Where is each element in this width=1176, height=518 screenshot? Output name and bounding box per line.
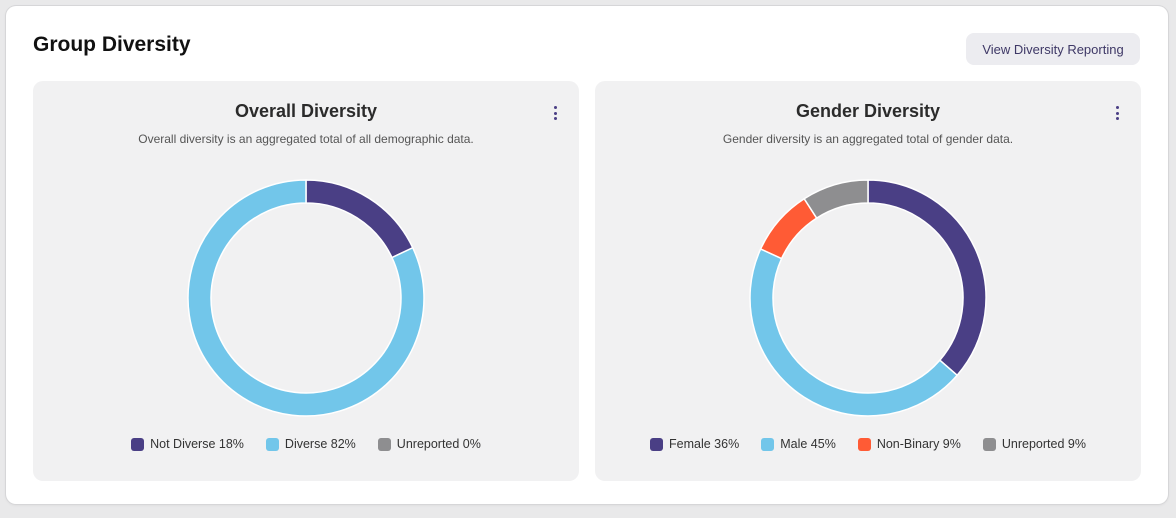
chart-subtitle: Gender diversity is an aggregated total … [722, 132, 1014, 146]
donut-slice-diverse[interactable] [187, 179, 425, 417]
legend-swatch [131, 437, 145, 451]
legend-swatch [761, 437, 775, 451]
donut-slice-unreported[interactable] [803, 179, 869, 220]
legend-label: Unreported 0% [396, 437, 481, 451]
chart-title: Gender Diversity [795, 101, 941, 121]
legend-swatch [857, 437, 871, 451]
legend-label: Unreported 9% [1001, 437, 1086, 451]
legend-item[interactable]: Male 45% [761, 437, 836, 451]
donut-slice-non-binary[interactable] [759, 197, 818, 260]
chart-title: Overall Diversity [234, 101, 378, 121]
legend-label: Not Diverse 18% [150, 437, 244, 451]
donut-chart [749, 179, 987, 417]
gender-diversity-card: Gender Diversity Gender diversity is an … [595, 81, 1141, 481]
legend-swatch [265, 437, 279, 451]
chart-legend: Female 36% Male 45% Non-Binary 9% Unreporte… [595, 437, 1141, 451]
legend-swatch [377, 437, 391, 451]
donut-slice-not-diverse[interactable] [305, 179, 414, 259]
legend-label: Diverse 82% [284, 437, 356, 451]
chart-legend: Not Diverse 18% Diverse 82% Unreported 0% [33, 437, 579, 451]
chart-subtitle: Overall diversity is an aggregated total… [138, 132, 474, 146]
page-title: Group Diversity [33, 33, 191, 56]
legend-label: Female 36% [669, 437, 740, 451]
legend-item[interactable]: Unreported 0% [377, 437, 481, 451]
group-diversity-panel: Group Diversity View Diversity Reporting… [6, 6, 1168, 504]
legend-item[interactable]: Not Diverse 18% [131, 437, 244, 451]
legend-item[interactable]: Unreported 9% [982, 437, 1086, 451]
donut-slice-female[interactable] [867, 179, 987, 377]
more-vertical-icon[interactable] [547, 103, 563, 123]
legend-item[interactable]: Diverse 82% [265, 437, 356, 451]
legend-swatch [982, 437, 996, 451]
donut-chart [187, 179, 425, 417]
more-vertical-icon[interactable] [1109, 103, 1125, 123]
overall-diversity-card: Overall Diversity Overall diversity is a… [33, 81, 579, 481]
donut-slice-male[interactable] [749, 247, 959, 417]
legend-item[interactable]: Female 36% [650, 437, 739, 451]
view-diversity-reporting-button[interactable]: View Diversity Reporting [966, 33, 1140, 65]
legend-label: Male 45% [780, 437, 836, 451]
legend-label: Non-Binary 9% [876, 437, 961, 451]
legend-swatch [650, 437, 664, 451]
legend-item[interactable]: Non-Binary 9% [857, 437, 961, 451]
